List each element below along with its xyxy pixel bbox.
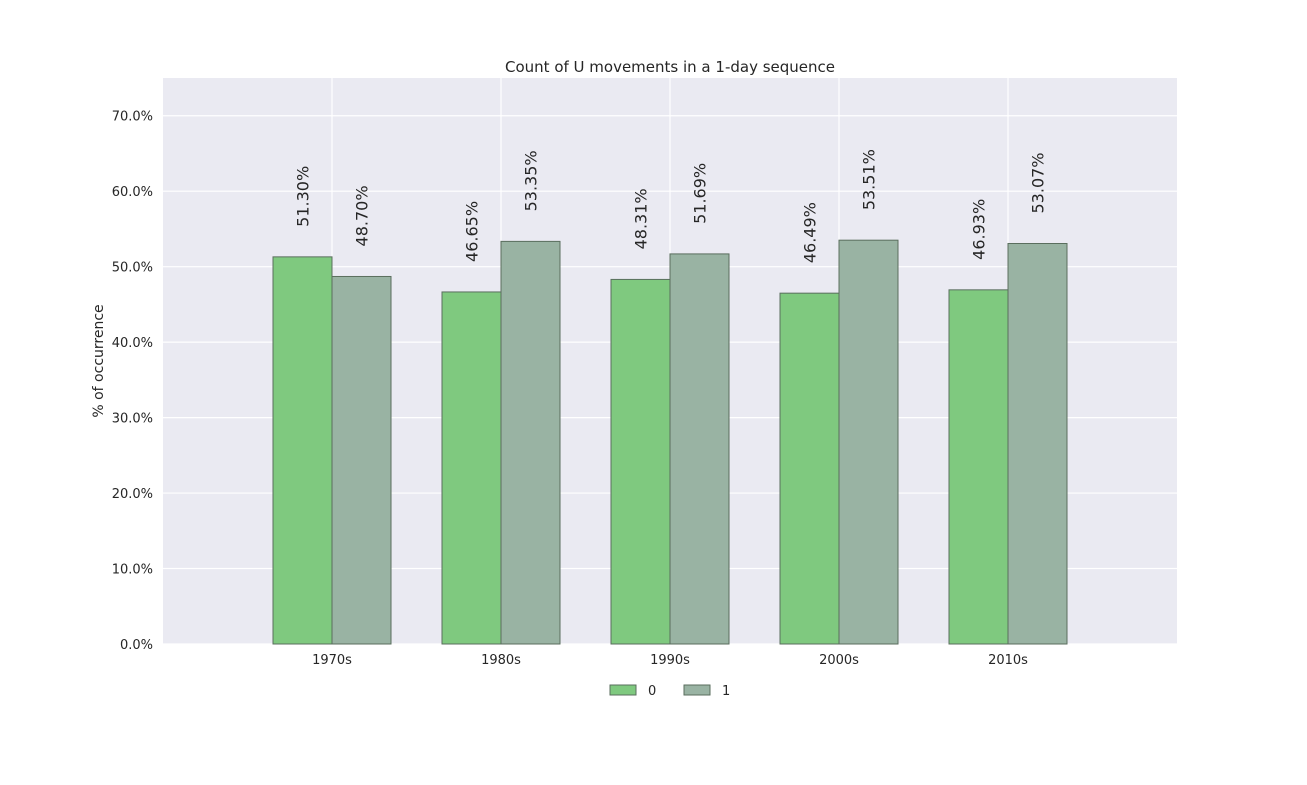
x-tick-label: 2000s <box>819 653 859 668</box>
data-label: 53.51% <box>860 149 879 210</box>
x-ticks-group: 1970s 1980s 1990s 2000s 2010s <box>312 653 1028 668</box>
data-label: 53.07% <box>1029 152 1048 213</box>
y-tick-label: 30.0% <box>112 412 153 427</box>
x-tick-label: 1990s <box>650 653 690 668</box>
data-label: 46.65% <box>463 201 482 262</box>
y-tick-label: 20.0% <box>112 487 153 502</box>
legend-label-0: 0 <box>648 684 656 699</box>
data-label: 53.35% <box>522 150 541 211</box>
data-labels-group: 51.30% 48.70% 46.65% 53.35% 48.31% 51.69% 46.4… <box>294 149 1048 263</box>
bar-0-2000s <box>779 292 840 645</box>
bar-1-1970s <box>331 275 392 645</box>
y-tick-label: 50.0% <box>112 261 153 276</box>
y-tick-label: 40.0% <box>112 336 153 351</box>
legend-swatch-0 <box>609 684 637 696</box>
data-label: 51.69% <box>691 163 710 224</box>
bar-0-2010s <box>948 289 1009 645</box>
x-tick-label: 1980s <box>481 653 521 668</box>
y-tick-label: 10.0% <box>112 563 153 578</box>
legend-swatch-1 <box>683 684 711 696</box>
y-axis-label: % of occurrence <box>91 304 107 417</box>
data-label: 51.30% <box>294 166 313 227</box>
y-tick-label: 70.0% <box>112 110 153 125</box>
bars-group <box>272 239 1068 645</box>
bar-1-2010s <box>1007 242 1068 645</box>
x-tick-label: 1970s <box>312 653 352 668</box>
data-label: 48.70% <box>353 185 372 246</box>
bar-1-1980s <box>500 240 561 645</box>
bar-0-1980s <box>441 291 502 645</box>
data-label: 46.93% <box>970 199 989 260</box>
bar-1-2000s <box>838 239 899 645</box>
data-label: 48.31% <box>632 188 651 249</box>
bar-0-1970s <box>272 256 333 645</box>
y-tick-label: 0.0% <box>120 638 153 653</box>
legend-label-1: 1 <box>722 684 730 699</box>
bar-0-1990s <box>610 278 671 645</box>
y-tick-label: 60.0% <box>112 185 153 200</box>
x-tick-label: 2010s <box>988 653 1028 668</box>
data-label: 46.49% <box>801 202 820 263</box>
y-ticks-group: 0.0% 10.0% 20.0% 30.0% 40.0% 50.0% 60.0% 70.0% <box>112 110 153 653</box>
bar-1-1990s <box>669 253 730 645</box>
chart-title: Count of U movements in a 1-day sequence <box>505 58 835 76</box>
